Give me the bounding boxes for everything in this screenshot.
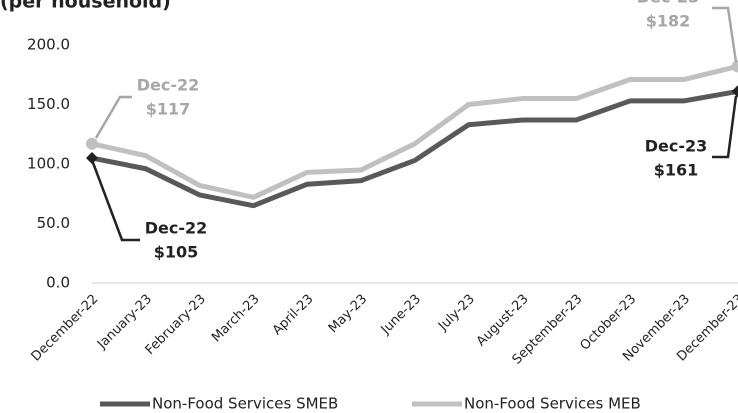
x-tick-label: December-22 [29, 292, 102, 365]
leader-line [94, 95, 132, 139]
y-tick-label: 100.0 [27, 155, 70, 173]
y-tick-label: 200.0 [27, 36, 70, 54]
leader-line [712, 95, 738, 159]
annotation-value: $182 [646, 12, 691, 31]
annotation-label: Dec-23 [637, 0, 700, 7]
x-tick-label: June-23 [378, 292, 424, 338]
end-marker [86, 152, 98, 165]
annotation-value: $105 [154, 243, 199, 262]
y-tick-label: 150.0 [27, 95, 70, 113]
annotation-label: Dec-23 [645, 137, 708, 156]
y-tick-label: 0.0 [46, 274, 70, 292]
x-tick-label: May-23 [326, 292, 370, 336]
y-tick-label: 50.0 [37, 214, 70, 232]
series-line [91, 63, 738, 200]
x-tick-label: April-23 [270, 292, 317, 339]
legend-label: Non-Food Services SMEB [152, 395, 338, 413]
legend-label: Non-Food Services MEB [464, 395, 641, 413]
end-marker [731, 85, 738, 98]
end-marker [86, 137, 98, 150]
annotation-value: $161 [654, 161, 699, 180]
series-line [91, 88, 738, 209]
chart-title: (per household) [0, 0, 171, 13]
end-marker [731, 60, 738, 73]
x-tick-label: August-23 [474, 292, 532, 350]
leader-line [90, 159, 140, 242]
leader-line [712, 6, 738, 63]
annotation-value: $117 [146, 100, 191, 119]
x-tick-label: July-23 [435, 292, 478, 335]
annotation-label: Dec-22 [137, 76, 200, 95]
x-tick-label: March-23 [209, 292, 263, 346]
annotation-label: Dec-22 [145, 219, 208, 238]
